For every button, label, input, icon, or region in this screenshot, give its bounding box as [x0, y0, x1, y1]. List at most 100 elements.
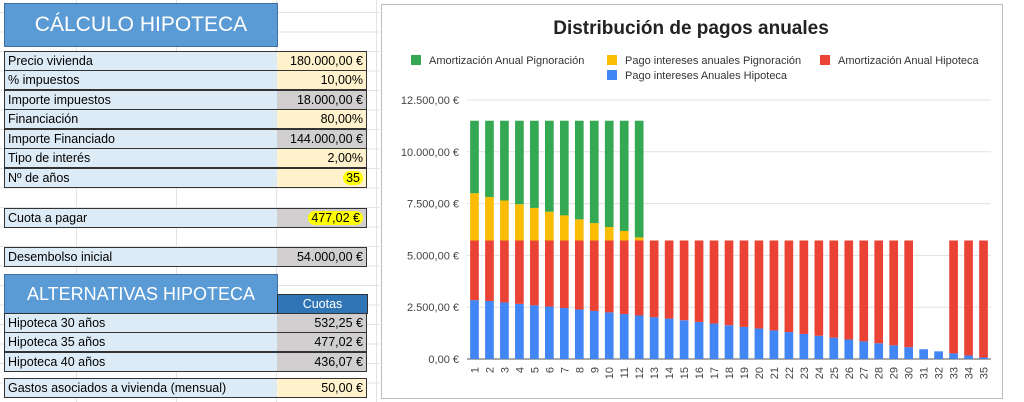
bar-segment[interactable] [470, 120, 479, 194]
bar-segment[interactable] [515, 303, 524, 359]
bar-chart[interactable]: 0,00 € 2.500,00 € 5.000,00 € 7.500,00 € 10.0… [381, 90, 1001, 390]
param-row[interactable]: % impuestos 10,00% [4, 70, 367, 90]
bar-segment[interactable] [694, 321, 704, 359]
bar-segment[interactable] [545, 240, 554, 307]
alternativa-row[interactable]: Hipoteca 35 años 477,02 € [4, 332, 367, 352]
bar-segment[interactable] [545, 306, 554, 359]
bar-segment[interactable] [679, 320, 689, 359]
desembolso-row[interactable]: Desembolso inicial 54.000,00 € [4, 247, 367, 267]
bar-segment[interactable] [634, 120, 644, 238]
bar-segment[interactable] [530, 120, 539, 208]
param-value[interactable]: 144.000,00 € [277, 129, 367, 149]
legend-item-yellow[interactable]: Pago intereses anuales Pignoración [607, 55, 801, 67]
bar-segment[interactable] [754, 240, 764, 329]
bar-segment[interactable] [559, 240, 569, 309]
bar-segment[interactable] [515, 120, 524, 205]
bar-segment[interactable] [574, 309, 584, 359]
bar-segment[interactable] [619, 120, 629, 231]
bar-segment[interactable] [784, 240, 794, 333]
bar-segment[interactable] [829, 337, 839, 359]
bar-segment[interactable] [964, 240, 973, 356]
bar-segment[interactable] [619, 240, 629, 315]
bar-segment[interactable] [784, 332, 794, 359]
bar-segment[interactable] [574, 219, 584, 241]
bar-segment[interactable] [559, 120, 569, 216]
bar-segment[interactable] [485, 196, 494, 241]
bar-segment[interactable] [589, 240, 599, 311]
bar-segment[interactable] [799, 333, 809, 359]
bar-segment[interactable] [979, 240, 988, 358]
bar-segment[interactable] [530, 207, 539, 241]
bar-segment[interactable] [664, 240, 674, 319]
bar-segment[interactable] [934, 351, 943, 359]
bar-segment[interactable] [814, 335, 824, 359]
bar-segment[interactable] [829, 240, 839, 338]
alternativa-row[interactable]: Hipoteca 30 años 532,25 € [4, 313, 367, 333]
param-row[interactable]: Nº de años 35 [4, 168, 367, 188]
bar-segment[interactable] [679, 240, 689, 321]
legend-item-green[interactable]: Amortización Anual Pignoración [411, 55, 584, 67]
alternativa-value[interactable]: 436,07 € [277, 352, 367, 372]
bar-segment[interactable] [470, 300, 479, 359]
bar-segment[interactable] [604, 120, 614, 228]
gastos-row[interactable]: Gastos asociados a vivienda (mensual) 50… [4, 378, 367, 398]
param-value[interactable]: 35 [277, 168, 367, 188]
bar-segment[interactable] [634, 315, 644, 359]
chart-container[interactable] [381, 4, 1003, 399]
bar-segment[interactable] [515, 204, 524, 241]
bar-segment[interactable] [949, 240, 958, 354]
cuota-value[interactable]: 477,02 € [277, 208, 367, 228]
bar-segment[interactable] [904, 347, 913, 359]
bar-segment[interactable] [814, 240, 824, 336]
bar-segment[interactable] [604, 240, 614, 313]
bar-segment[interactable] [709, 323, 719, 359]
bar-segment[interactable] [649, 240, 659, 318]
bar-segment[interactable] [500, 240, 509, 303]
param-value[interactable]: 10,00% [277, 70, 367, 90]
param-row[interactable]: Importe impuestos 18.000,00 € [4, 90, 367, 110]
alternativa-row[interactable]: Hipoteca 40 años 436,07 € [4, 352, 367, 372]
bar-segment[interactable] [769, 240, 779, 331]
param-row[interactable]: Importe Financiado 144.000,00 € [4, 129, 367, 149]
bar-segment[interactable] [694, 240, 704, 322]
bar-segment[interactable] [889, 345, 899, 359]
bar-segment[interactable] [754, 328, 764, 359]
bar-segment[interactable] [604, 227, 614, 241]
alternativa-value[interactable]: 532,25 € [277, 313, 367, 333]
bar-segment[interactable] [589, 223, 599, 241]
bar-segment[interactable] [470, 193, 479, 241]
bar-segment[interactable] [724, 240, 734, 326]
bar-segment[interactable] [470, 240, 479, 301]
bar-segment[interactable] [769, 330, 779, 359]
alternativa-value[interactable]: 477,02 € [277, 332, 367, 352]
bar-segment[interactable] [619, 230, 629, 241]
bar-segment[interactable] [530, 305, 539, 359]
bar-segment[interactable] [844, 339, 854, 359]
bar-segment[interactable] [515, 240, 524, 304]
param-value[interactable]: 180.000,00 € [277, 51, 367, 71]
bar-segment[interactable] [559, 308, 569, 359]
bar-segment[interactable] [500, 120, 509, 201]
bar-segment[interactable] [889, 240, 899, 346]
bar-segment[interactable] [979, 357, 988, 359]
bar-segment[interactable] [739, 240, 749, 327]
bar-segment[interactable] [559, 215, 569, 241]
param-value[interactable]: 80,00% [277, 109, 367, 129]
bar-segment[interactable] [649, 317, 659, 359]
desembolso-value[interactable]: 54.000,00 € [277, 247, 367, 267]
bar-segment[interactable] [574, 240, 584, 310]
bar-segment[interactable] [859, 240, 869, 342]
bar-segment[interactable] [485, 120, 494, 197]
bar-segment[interactable] [949, 353, 958, 359]
bar-segment[interactable] [709, 240, 719, 324]
bar-segment[interactable] [634, 237, 644, 241]
bar-segment[interactable] [545, 120, 554, 212]
bar-segment[interactable] [844, 240, 854, 340]
bar-segment[interactable] [574, 120, 584, 220]
bar-segment[interactable] [634, 240, 644, 316]
bar-segment[interactable] [500, 200, 509, 241]
legend-item-red[interactable]: Amortización Anual Hipoteca [820, 55, 979, 67]
cuota-row[interactable]: Cuota a pagar 477,02 € [4, 208, 367, 228]
bar-segment[interactable] [619, 314, 629, 359]
bar-segment[interactable] [500, 302, 509, 359]
